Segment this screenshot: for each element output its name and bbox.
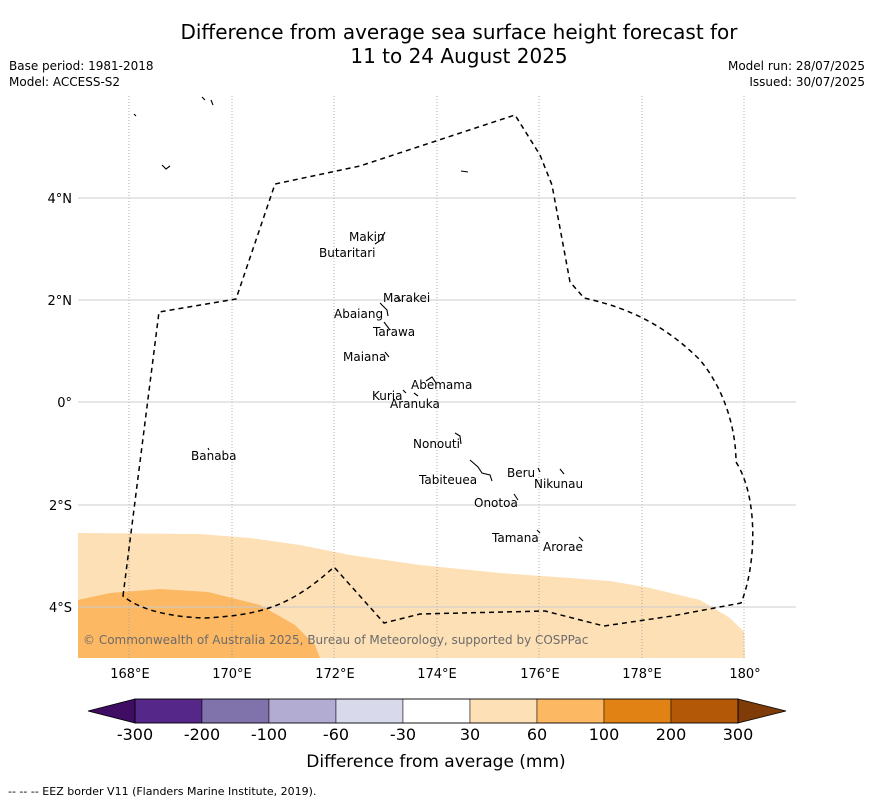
colorbar-bin: [402, 698, 471, 724]
island-label-beru: Beru: [507, 466, 535, 480]
colorbar-tick: 30: [460, 725, 480, 744]
map-title: Difference from average sea surface heig…: [0, 20, 873, 68]
island-label-tabiteuea: Tabiteuea: [418, 473, 477, 487]
colorbar-bin: [603, 698, 672, 724]
colorbar-tick: -60: [323, 725, 349, 744]
island-coastlines: [133, 96, 584, 542]
island-label-tamana: Tamana: [491, 531, 539, 545]
lon-tick-178e: 178°E: [622, 667, 662, 682]
colorbar-label: Difference from average (mm): [306, 752, 565, 772]
colorbar-extend-low: [87, 698, 136, 724]
colorbar-tick: 60: [527, 725, 547, 744]
colorbar: -300 -200 -100 -60 -30 30 60 100 200 300…: [87, 698, 787, 772]
colorbar-bin: [134, 698, 203, 724]
meta-left: Base period: 1981-2018 Model: ACCESS-S2: [9, 58, 154, 90]
colorbar-bin: [536, 698, 605, 724]
lon-tick-180: 180°: [729, 667, 760, 682]
model-name: Model: ACCESS-S2: [9, 75, 121, 89]
island-label-aranuka: Aranuka: [390, 397, 440, 411]
lat-tick-0: 0°: [57, 396, 72, 411]
lat-tick-2s: 2°S: [49, 499, 72, 514]
island-label-marakei: Marakei: [383, 291, 430, 305]
issued-date: Issued: 30/07/2025: [749, 75, 865, 89]
meta-right: Model run: 28/07/2025 Issued: 30/07/2025: [728, 58, 865, 90]
colorbar-outline: [134, 698, 739, 724]
eez-border: [122, 114, 754, 627]
island-label-onotoa: Onotoa: [474, 496, 518, 510]
island-label-banaba: Banaba: [191, 449, 237, 463]
lon-tick-170e: 170°E: [212, 667, 252, 682]
colorbar-extend-high: [737, 698, 787, 724]
island-label-kuria: Kuria: [372, 389, 403, 403]
colorbar-tick: -200: [184, 725, 220, 744]
latitude-tick-labels: 4°N 2°N 0° 2°S 4°S: [48, 192, 73, 616]
lon-tick-174e: 174°E: [417, 667, 457, 682]
colorbar-tick: 300: [723, 725, 754, 744]
meridian-lines: [128, 96, 745, 658]
island-label-nikunau: Nikunau: [534, 477, 583, 491]
island-label-butaritari: Butaritari: [319, 246, 376, 260]
lon-tick-168e: 168°E: [110, 667, 150, 682]
colorbar-tick: 100: [589, 725, 620, 744]
colorbar-bin: [268, 698, 337, 724]
island-label-tarawa: Tarawa: [372, 325, 415, 339]
lat-tick-4n: 4°N: [48, 192, 73, 207]
lat-tick-4s: 4°S: [49, 601, 72, 616]
island-labels: Makin Butaritari Marakei Abaiang Tarawa …: [191, 230, 583, 554]
lon-tick-172e: 172°E: [315, 667, 355, 682]
colorbar-bin: [670, 698, 739, 724]
colorbar-tick: -100: [251, 725, 287, 744]
island-label-abemama: Abemama: [411, 378, 472, 392]
island-label-abaiang: Abaiang: [334, 307, 383, 321]
title-line-2: 11 to 24 August 2025: [350, 44, 568, 68]
colorbar-tick: 200: [656, 725, 687, 744]
island-label-arorae: Arorae: [543, 540, 583, 554]
base-period: Base period: 1981-2018: [9, 59, 154, 73]
colorbar-tick-labels: -300 -200 -100 -60 -30 30 60 100 200 300: [117, 725, 753, 744]
eez-footnote: -- -- -- EEZ border V11 (Flanders Marine…: [8, 785, 317, 798]
lon-tick-176e: 176°E: [520, 667, 560, 682]
island-label-maiana: Maiana: [343, 350, 386, 364]
copyright-notice: © Commonwealth of Australia 2025, Bureau…: [83, 633, 588, 647]
title-line-1: Difference from average sea surface heig…: [180, 20, 738, 44]
gridlines: [78, 96, 796, 658]
colorbar-bin: [335, 698, 404, 724]
island-label-makin: Makin: [349, 230, 385, 244]
colorbar-tick: -300: [117, 725, 153, 744]
colorbar-tick: -30: [390, 725, 416, 744]
island-label-nonouti: Nonouti: [413, 437, 460, 451]
lat-tick-2n: 2°N: [48, 294, 73, 309]
longitude-tick-labels: 168°E 170°E 172°E 174°E 176°E 178°E 180°: [110, 667, 760, 682]
colorbar-bin: [469, 698, 538, 724]
colorbar-bin: [201, 698, 270, 724]
anomaly-fields: [78, 533, 745, 658]
parallel-lines: [78, 197, 796, 608]
model-run: Model run: 28/07/2025: [727, 59, 865, 73]
anomaly-60-100-region: [78, 589, 320, 658]
